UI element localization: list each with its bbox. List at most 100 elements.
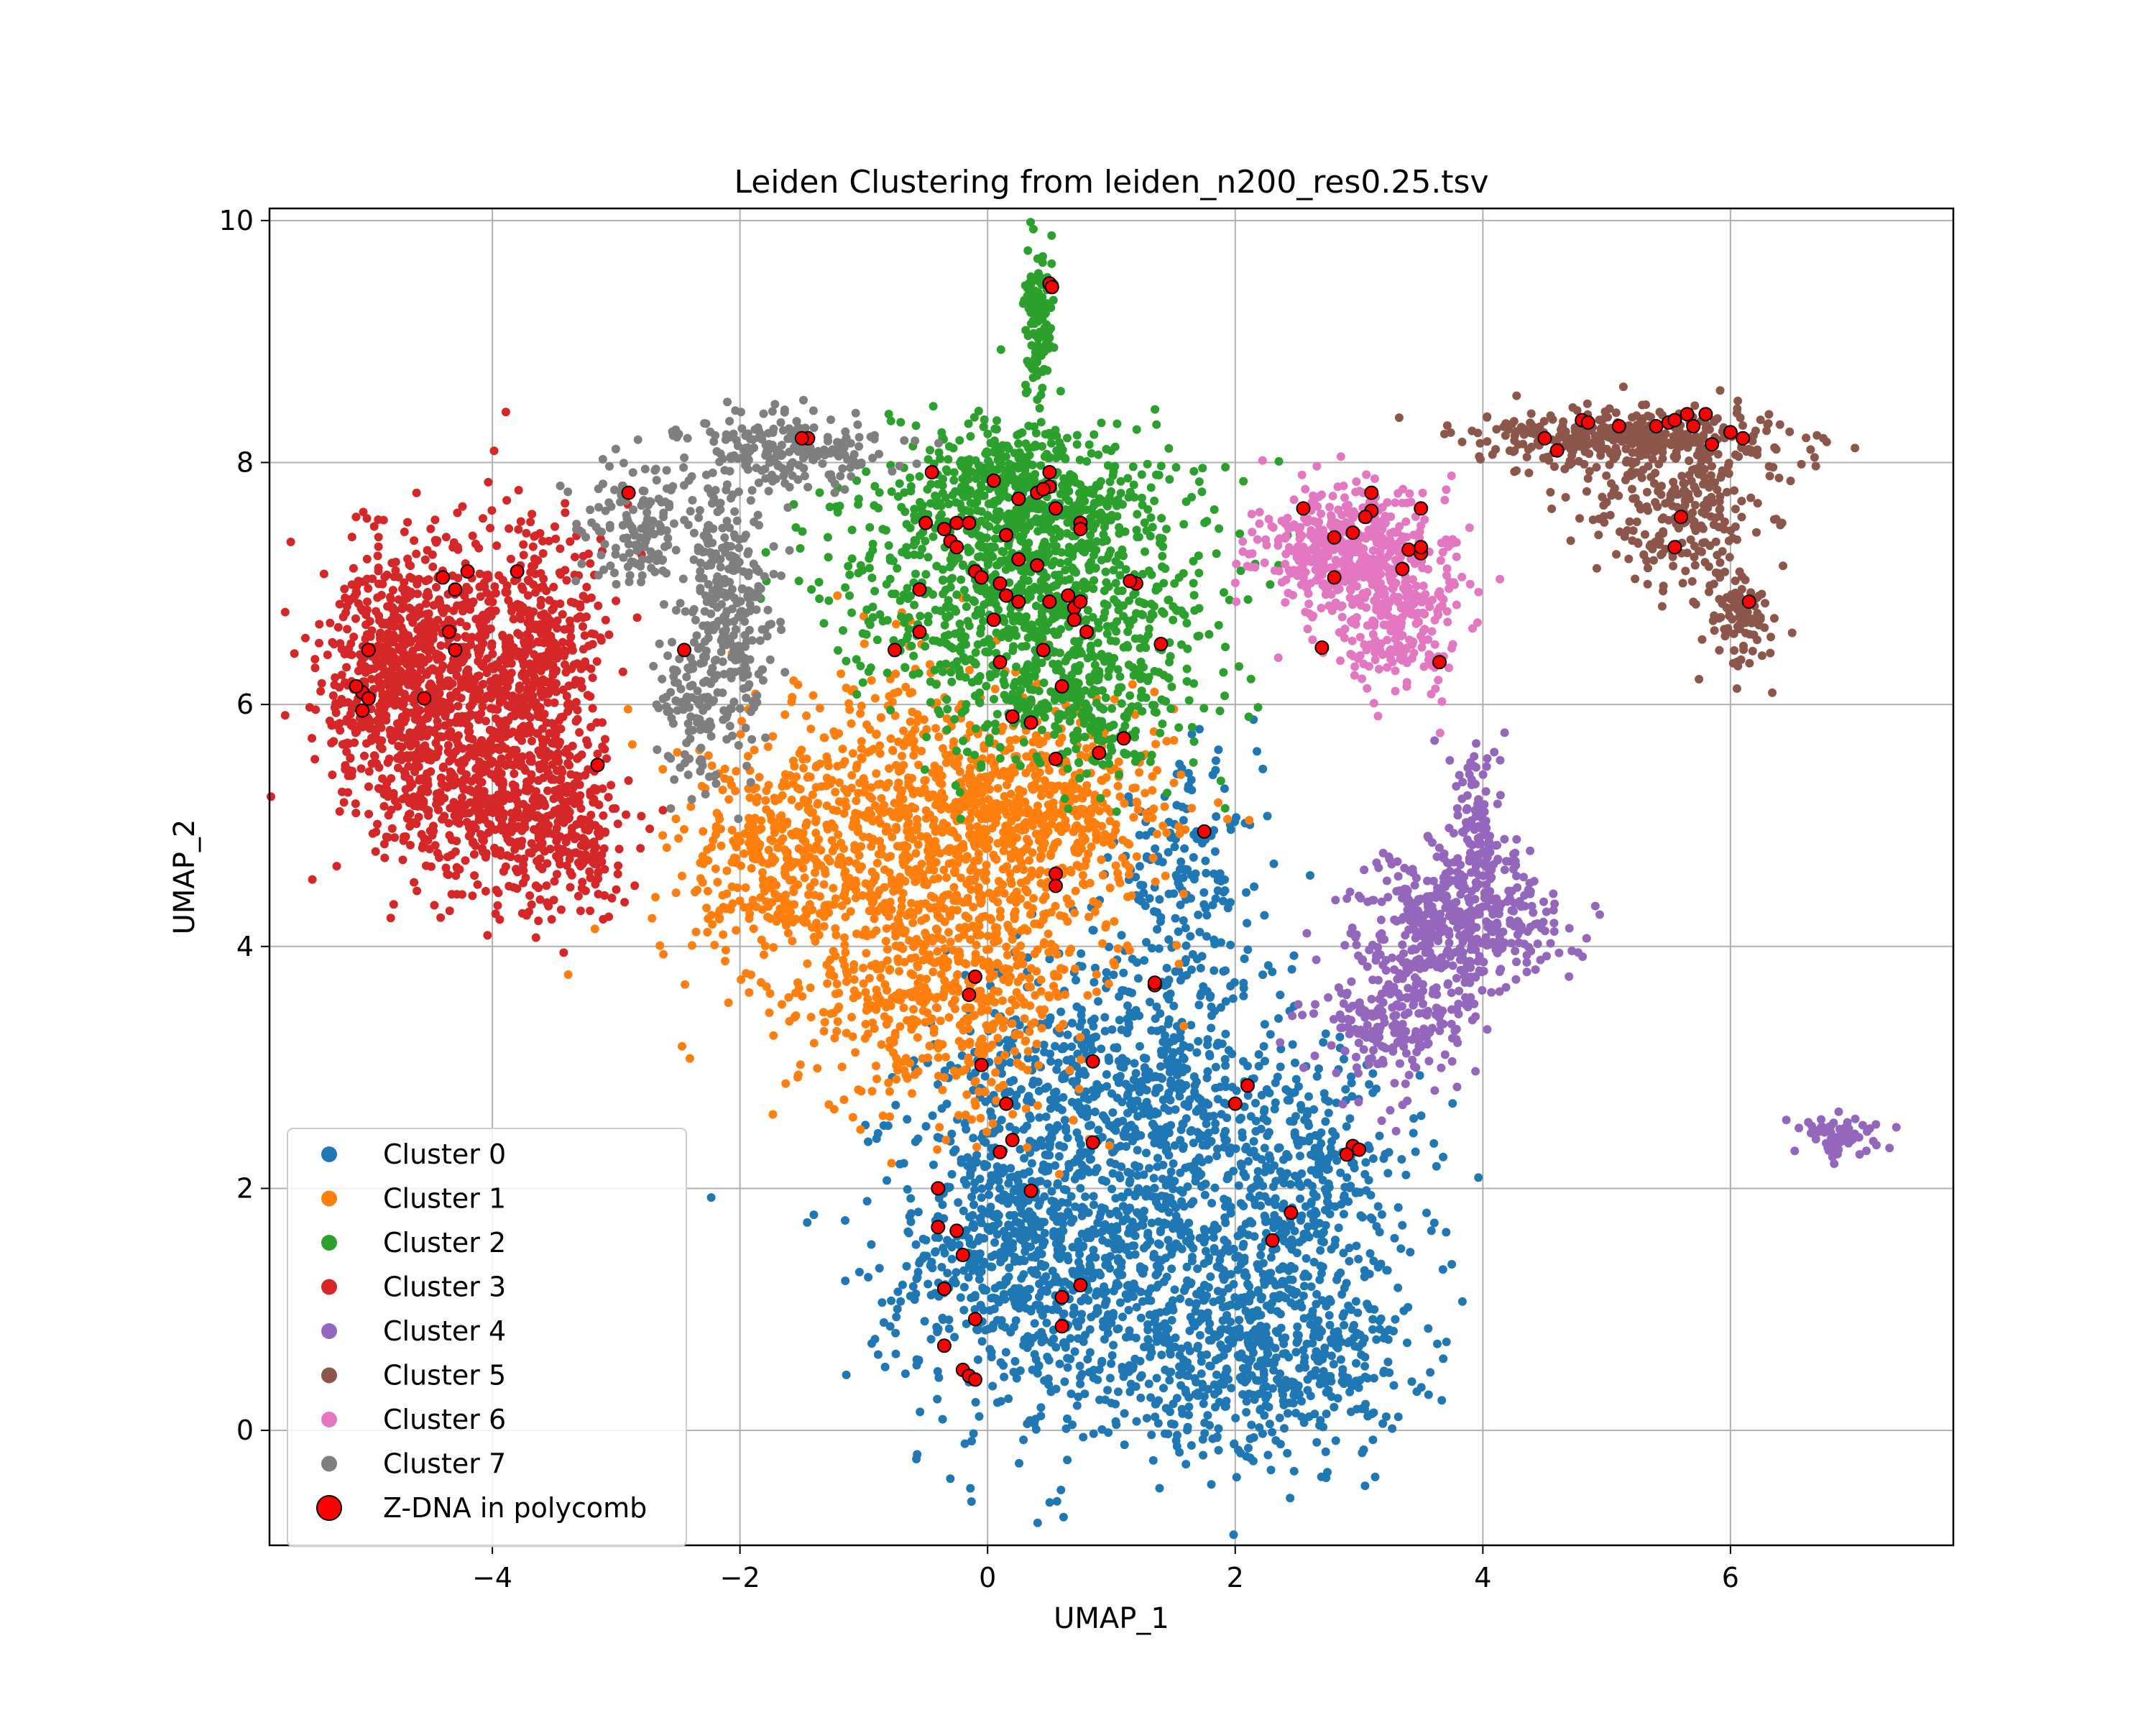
data-point bbox=[1142, 938, 1151, 947]
data-point bbox=[1112, 1093, 1122, 1103]
data-point bbox=[1312, 1072, 1322, 1081]
data-point bbox=[950, 995, 959, 1004]
data-point bbox=[1287, 1235, 1296, 1244]
data-point bbox=[943, 1236, 952, 1245]
data-point bbox=[811, 868, 819, 878]
data-point bbox=[1098, 870, 1107, 880]
data-point bbox=[1283, 1448, 1292, 1458]
data-point bbox=[1148, 853, 1158, 862]
data-point bbox=[1172, 873, 1181, 882]
data-point bbox=[1280, 1424, 1289, 1433]
data-point bbox=[1153, 1280, 1163, 1289]
data-point bbox=[988, 1381, 998, 1391]
data-point bbox=[1274, 1014, 1283, 1023]
data-point bbox=[1230, 1440, 1239, 1449]
data-point bbox=[1199, 1112, 1208, 1121]
data-point bbox=[1131, 1128, 1141, 1138]
data-point bbox=[1127, 1286, 1136, 1295]
data-point bbox=[1046, 1387, 1056, 1397]
data-point bbox=[974, 883, 983, 892]
data-point bbox=[1163, 1044, 1172, 1054]
data-point bbox=[1147, 944, 1156, 953]
data-point bbox=[977, 1034, 987, 1044]
data-point bbox=[1251, 1116, 1261, 1126]
data-point bbox=[879, 808, 888, 817]
data-point bbox=[1046, 1057, 1055, 1066]
data-point bbox=[1013, 1058, 1022, 1067]
data-point bbox=[967, 1156, 977, 1166]
data-point bbox=[985, 965, 994, 975]
data-point bbox=[1132, 852, 1141, 861]
data-point bbox=[944, 1315, 954, 1325]
data-point bbox=[1260, 1020, 1269, 1029]
data-point bbox=[969, 1429, 978, 1438]
data-point bbox=[1297, 1211, 1307, 1220]
data-point bbox=[933, 1145, 942, 1154]
data-point bbox=[1130, 1059, 1139, 1068]
data-point bbox=[1107, 1399, 1116, 1407]
data-point bbox=[1015, 800, 1025, 809]
data-point bbox=[1174, 927, 1183, 937]
data-point bbox=[1171, 914, 1180, 923]
data-point bbox=[867, 1339, 876, 1348]
data-point bbox=[1277, 1227, 1286, 1236]
data-point bbox=[757, 978, 765, 987]
data-point bbox=[916, 997, 925, 1006]
data-point bbox=[799, 763, 808, 773]
data-point bbox=[1204, 1155, 1213, 1164]
data-point bbox=[1005, 774, 1014, 783]
data-point bbox=[1139, 1243, 1148, 1253]
data-point bbox=[1021, 818, 1031, 827]
data-point bbox=[1041, 1112, 1051, 1121]
data-point bbox=[1131, 1333, 1141, 1343]
data-point bbox=[829, 727, 839, 736]
data-point bbox=[898, 1280, 907, 1289]
data-point bbox=[970, 1097, 980, 1106]
data-point bbox=[1034, 1061, 1044, 1070]
data-point bbox=[952, 1071, 961, 1080]
data-point bbox=[959, 1266, 969, 1275]
data-point bbox=[1289, 951, 1299, 960]
data-point bbox=[1063, 1363, 1072, 1372]
data-point bbox=[1268, 1182, 1278, 1191]
data-point bbox=[1046, 1104, 1055, 1113]
data-point bbox=[857, 702, 866, 711]
data-point bbox=[1024, 982, 1033, 991]
data-point bbox=[1184, 1162, 1194, 1172]
data-point bbox=[813, 859, 822, 868]
data-point bbox=[1077, 1369, 1087, 1379]
data-point bbox=[1319, 1038, 1328, 1047]
data-point bbox=[1008, 927, 1018, 937]
data-point bbox=[1000, 1322, 1010, 1332]
data-point bbox=[1135, 1011, 1144, 1021]
data-point bbox=[973, 1355, 982, 1364]
data-point bbox=[974, 1048, 983, 1057]
data-point bbox=[1308, 1338, 1317, 1348]
data-point bbox=[1285, 1275, 1294, 1284]
data-point bbox=[757, 905, 767, 914]
data-point bbox=[908, 1282, 918, 1291]
data-point bbox=[1111, 1194, 1120, 1203]
data-point bbox=[1130, 1161, 1140, 1170]
data-point bbox=[1015, 1145, 1025, 1154]
data-point bbox=[1049, 842, 1059, 851]
data-point bbox=[813, 800, 822, 809]
data-point bbox=[1005, 1058, 1015, 1067]
data-point bbox=[786, 912, 795, 921]
data-point bbox=[1448, 1099, 1457, 1108]
data-point bbox=[832, 980, 842, 988]
data-point bbox=[906, 1059, 915, 1068]
data-point bbox=[966, 763, 975, 773]
data-point bbox=[1063, 1455, 1072, 1465]
data-point bbox=[933, 911, 942, 921]
data-point bbox=[1111, 1126, 1120, 1135]
data-point bbox=[802, 910, 811, 919]
data-point bbox=[1127, 891, 1136, 901]
data-point bbox=[1074, 1134, 1084, 1144]
data-point bbox=[797, 745, 806, 755]
data-point bbox=[856, 709, 865, 718]
data-point bbox=[1192, 1107, 1201, 1116]
data-point bbox=[980, 1257, 989, 1266]
data-point bbox=[885, 1087, 894, 1096]
data-point bbox=[1125, 1178, 1134, 1187]
